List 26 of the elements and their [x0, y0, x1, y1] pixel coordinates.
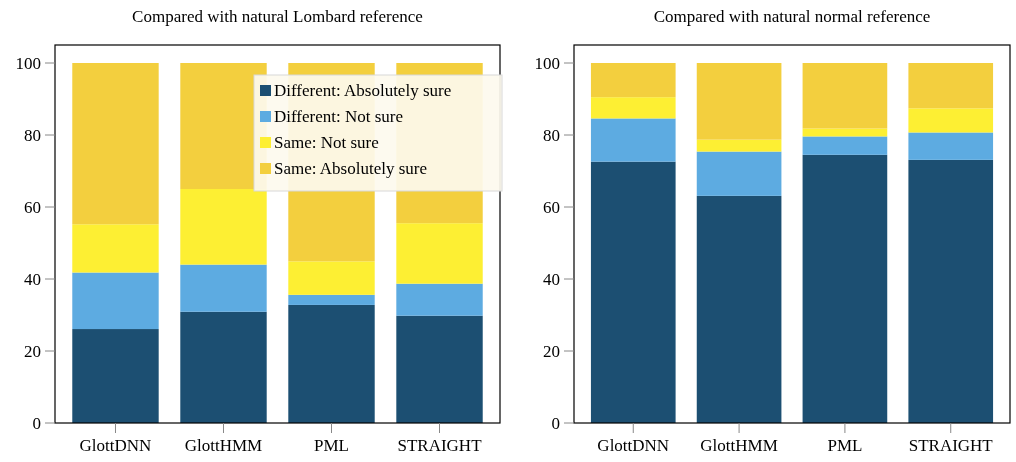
y-tick-label: 0 — [32, 413, 41, 433]
x-tick-label: GlottHMM — [700, 436, 778, 455]
y-tick-label: 40 — [543, 269, 560, 289]
legend-label: Different: Not sure — [274, 107, 404, 126]
y-tick-label: 60 — [543, 197, 560, 217]
y-tick-label: 60 — [24, 197, 41, 217]
legend-label: Different: Absolutely sure — [274, 81, 452, 100]
y-tick-label: 80 — [24, 125, 41, 145]
x-tick-label: GlottDNN — [597, 436, 670, 455]
x-tick-label: PML — [827, 436, 863, 455]
x-tick-label: STRAIGHT — [397, 436, 483, 455]
y-tick-label: 40 — [24, 269, 41, 289]
chart-title: Compared with natural normal reference — [653, 7, 931, 26]
y-tick-label: 20 — [543, 341, 560, 361]
y-tick-label: 100 — [15, 53, 41, 73]
x-tick-label: STRAIGHT — [908, 436, 994, 455]
legend-label: Same: Not sure — [274, 133, 379, 152]
chart-title: Compared with natural Lombard reference — [132, 7, 423, 26]
legend-label: Same: Absolutely sure — [274, 159, 427, 178]
y-tick-label: 80 — [543, 125, 560, 145]
y-tick-label: 100 — [534, 53, 560, 73]
y-tick-label: 20 — [24, 341, 41, 361]
x-tick-label: PML — [314, 436, 349, 455]
x-tick-label: GlottHMM — [184, 436, 263, 455]
y-tick-label: 0 — [551, 413, 560, 433]
x-tick-label: GlottDNN — [79, 436, 152, 455]
